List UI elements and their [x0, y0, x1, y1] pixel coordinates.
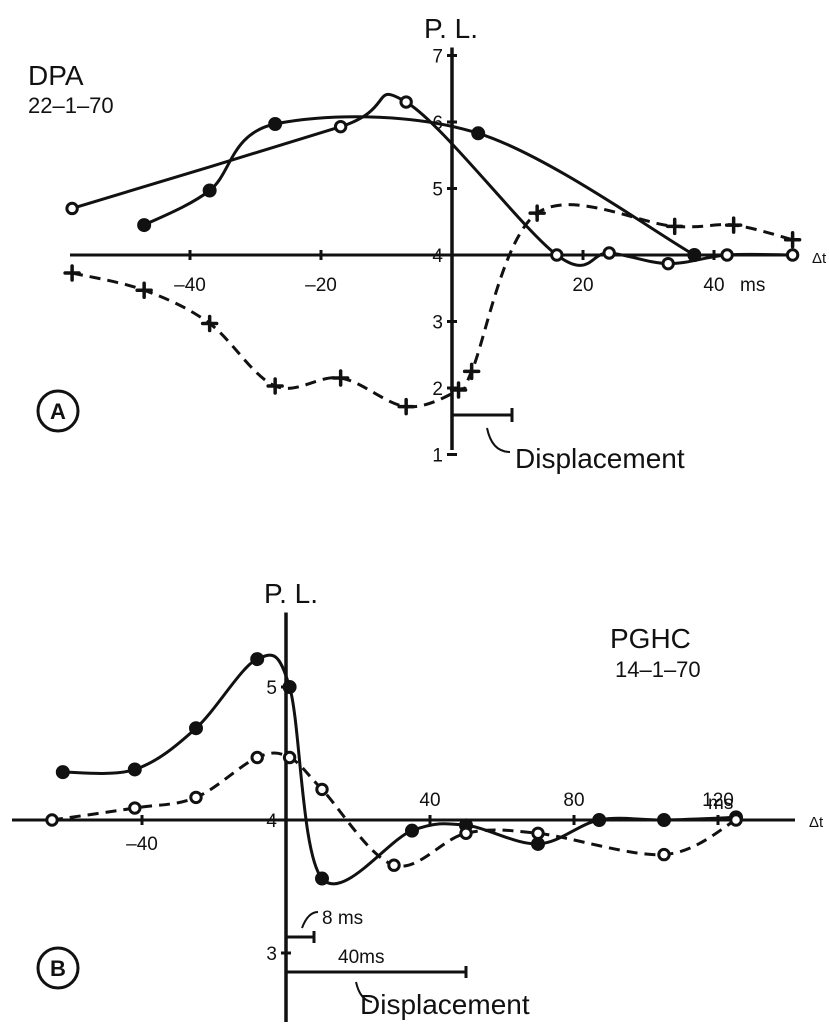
- panel-b-y-tick-label: 5: [266, 678, 277, 699]
- panel-a-series-3-point: [528, 204, 546, 222]
- panel-b: PGHC 14–1–70 P. L. Δt ms Displacement 8 …: [12, 578, 824, 1022]
- panel-b-series-2-point: [45, 813, 59, 827]
- panel-b-x-unit: ms: [708, 793, 733, 814]
- panel-b-y-label: P. L.: [264, 578, 318, 609]
- panel-b-displacement-40ms-label: 40ms: [338, 947, 384, 968]
- panel-a-series-2-point: [550, 248, 564, 262]
- panel-b-annotation: Displacement: [360, 989, 530, 1020]
- panel-a-series-3-point: [135, 281, 153, 299]
- panel-b-x-tick-label: –40: [126, 834, 158, 855]
- panel-b-y-tick-label: 4: [266, 811, 277, 832]
- panel-a-series-3-point: [665, 217, 684, 236]
- panel-a: DPA 22–1–70 P. L. Δt ms Displacement A 1…: [28, 13, 827, 474]
- panel-b-series-1-line: [62, 653, 737, 886]
- panel-a-series-2-line: [71, 92, 793, 267]
- panel-a-series-3-point: [63, 264, 81, 282]
- panel-b-x-tick-label: 80: [563, 790, 584, 811]
- panel-b-series-1-point: [657, 813, 671, 827]
- panel-a-x-unit: ms: [740, 275, 765, 296]
- panel-a-x-label: Δt: [812, 250, 827, 267]
- panel-b-displacement-40ms-bracket: [286, 966, 468, 978]
- panel-b-displacement-8ms-pointer: [301, 911, 319, 929]
- panel-a-series-2-point: [399, 95, 413, 109]
- panel-b-series-2-line: [51, 751, 737, 868]
- panel-a-y-label: P. L.: [424, 13, 478, 44]
- panel-a-series-1-point: [137, 218, 152, 233]
- panel-a-y-tick-label: 4: [432, 246, 443, 267]
- panel-a-x-tick-label: –40: [174, 275, 206, 296]
- panel-a-series-3-point: [449, 381, 468, 399]
- panel-b-series-1-point: [127, 762, 142, 777]
- panel-a-x-tick-label: 40: [703, 275, 724, 296]
- panel-a-badge: [36, 389, 80, 433]
- panel-a-y-tick-label: 5: [432, 180, 443, 201]
- panel-a-series-2-point: [720, 248, 734, 262]
- panel-b-series-2-point: [282, 750, 297, 765]
- panel-b-subtitle: 14–1–70: [615, 657, 701, 682]
- panel-a-series-1-point: [268, 116, 283, 131]
- panel-b-badge: [36, 946, 80, 990]
- panel-a-y-tick-label: 2: [432, 379, 443, 400]
- panel-b-series-1-point: [282, 680, 297, 694]
- panel-b-x-tick-label: 40: [419, 790, 440, 811]
- panel-b-series-1-point: [315, 871, 329, 886]
- panel-b-series-2-point: [250, 750, 264, 765]
- panel-a-subtitle: 22–1–70: [28, 93, 114, 118]
- panel-b-x-label: Δt: [809, 814, 824, 831]
- panel-a-series-3-point: [397, 397, 415, 416]
- panel-a-series-1-line: [143, 115, 696, 257]
- panel-a-annotation: Displacement: [515, 443, 685, 474]
- panel-a-series-3-point: [200, 314, 219, 333]
- panel-b-series-2-point: [387, 858, 401, 872]
- panel-a-series-2-point: [333, 119, 348, 134]
- panel-a-y-tick-label: 1: [432, 446, 443, 467]
- panel-a-series-2-point: [785, 248, 800, 262]
- panel-b-series-2-point: [657, 847, 671, 862]
- panel-b-series-1-point: [189, 721, 203, 736]
- panel-a-displacement-bracket: [452, 408, 514, 422]
- panel-b-series-2-point: [189, 790, 203, 805]
- panel-a-series-3-point: [331, 369, 350, 387]
- panel-b-title: PGHC: [610, 623, 691, 654]
- panel-b-series-1-point: [592, 813, 607, 827]
- panel-b-displacement-8ms-label: 8 ms: [322, 908, 363, 929]
- panel-a-series-3-point: [462, 362, 481, 381]
- panel-b-series-2-point: [531, 826, 545, 840]
- panel-b-x-tick-label: 120: [702, 790, 734, 811]
- panel-b-y-tick-label: 3: [266, 944, 277, 965]
- panel-a-y-tick-label: 3: [432, 313, 443, 334]
- panel-b-series-1-point: [405, 823, 419, 838]
- panel-b-series-2-point: [729, 813, 743, 827]
- panel-a-series-3-point: [724, 216, 743, 234]
- panel-a-x-tick-label: –20: [305, 275, 337, 296]
- panel-a-series-2-point: [65, 201, 79, 216]
- panel-b-displacement-pointer: [355, 981, 373, 1003]
- panel-a-series-3-line: [71, 203, 793, 409]
- panel-b-series-2-point: [315, 782, 329, 797]
- panel-a-series-1-point: [202, 183, 217, 198]
- panel-b-letter: B: [50, 956, 66, 981]
- panel-b-series-1-point: [250, 652, 265, 667]
- panel-a-series-2-point: [602, 246, 616, 260]
- panel-a-series-2-point: [661, 256, 675, 271]
- panel-a-x-tick-label: 20: [572, 275, 593, 296]
- panel-a-series-3-point: [783, 230, 802, 249]
- panel-b-displacement-8ms-bracket: [286, 931, 316, 943]
- panel-a-title: DPA: [28, 60, 84, 91]
- panel-b-series-2-point: [128, 801, 142, 815]
- panel-b-series-1-point: [55, 765, 70, 780]
- panel-a-series-3-point: [266, 377, 284, 395]
- panel-a-y-tick-label: 7: [432, 47, 443, 68]
- panel-a-series-1-point: [471, 126, 486, 141]
- panel-a-displacement-pointer: [486, 427, 511, 453]
- panel-b-series-2-point: [459, 826, 473, 840]
- panel-a-letter: A: [50, 399, 66, 424]
